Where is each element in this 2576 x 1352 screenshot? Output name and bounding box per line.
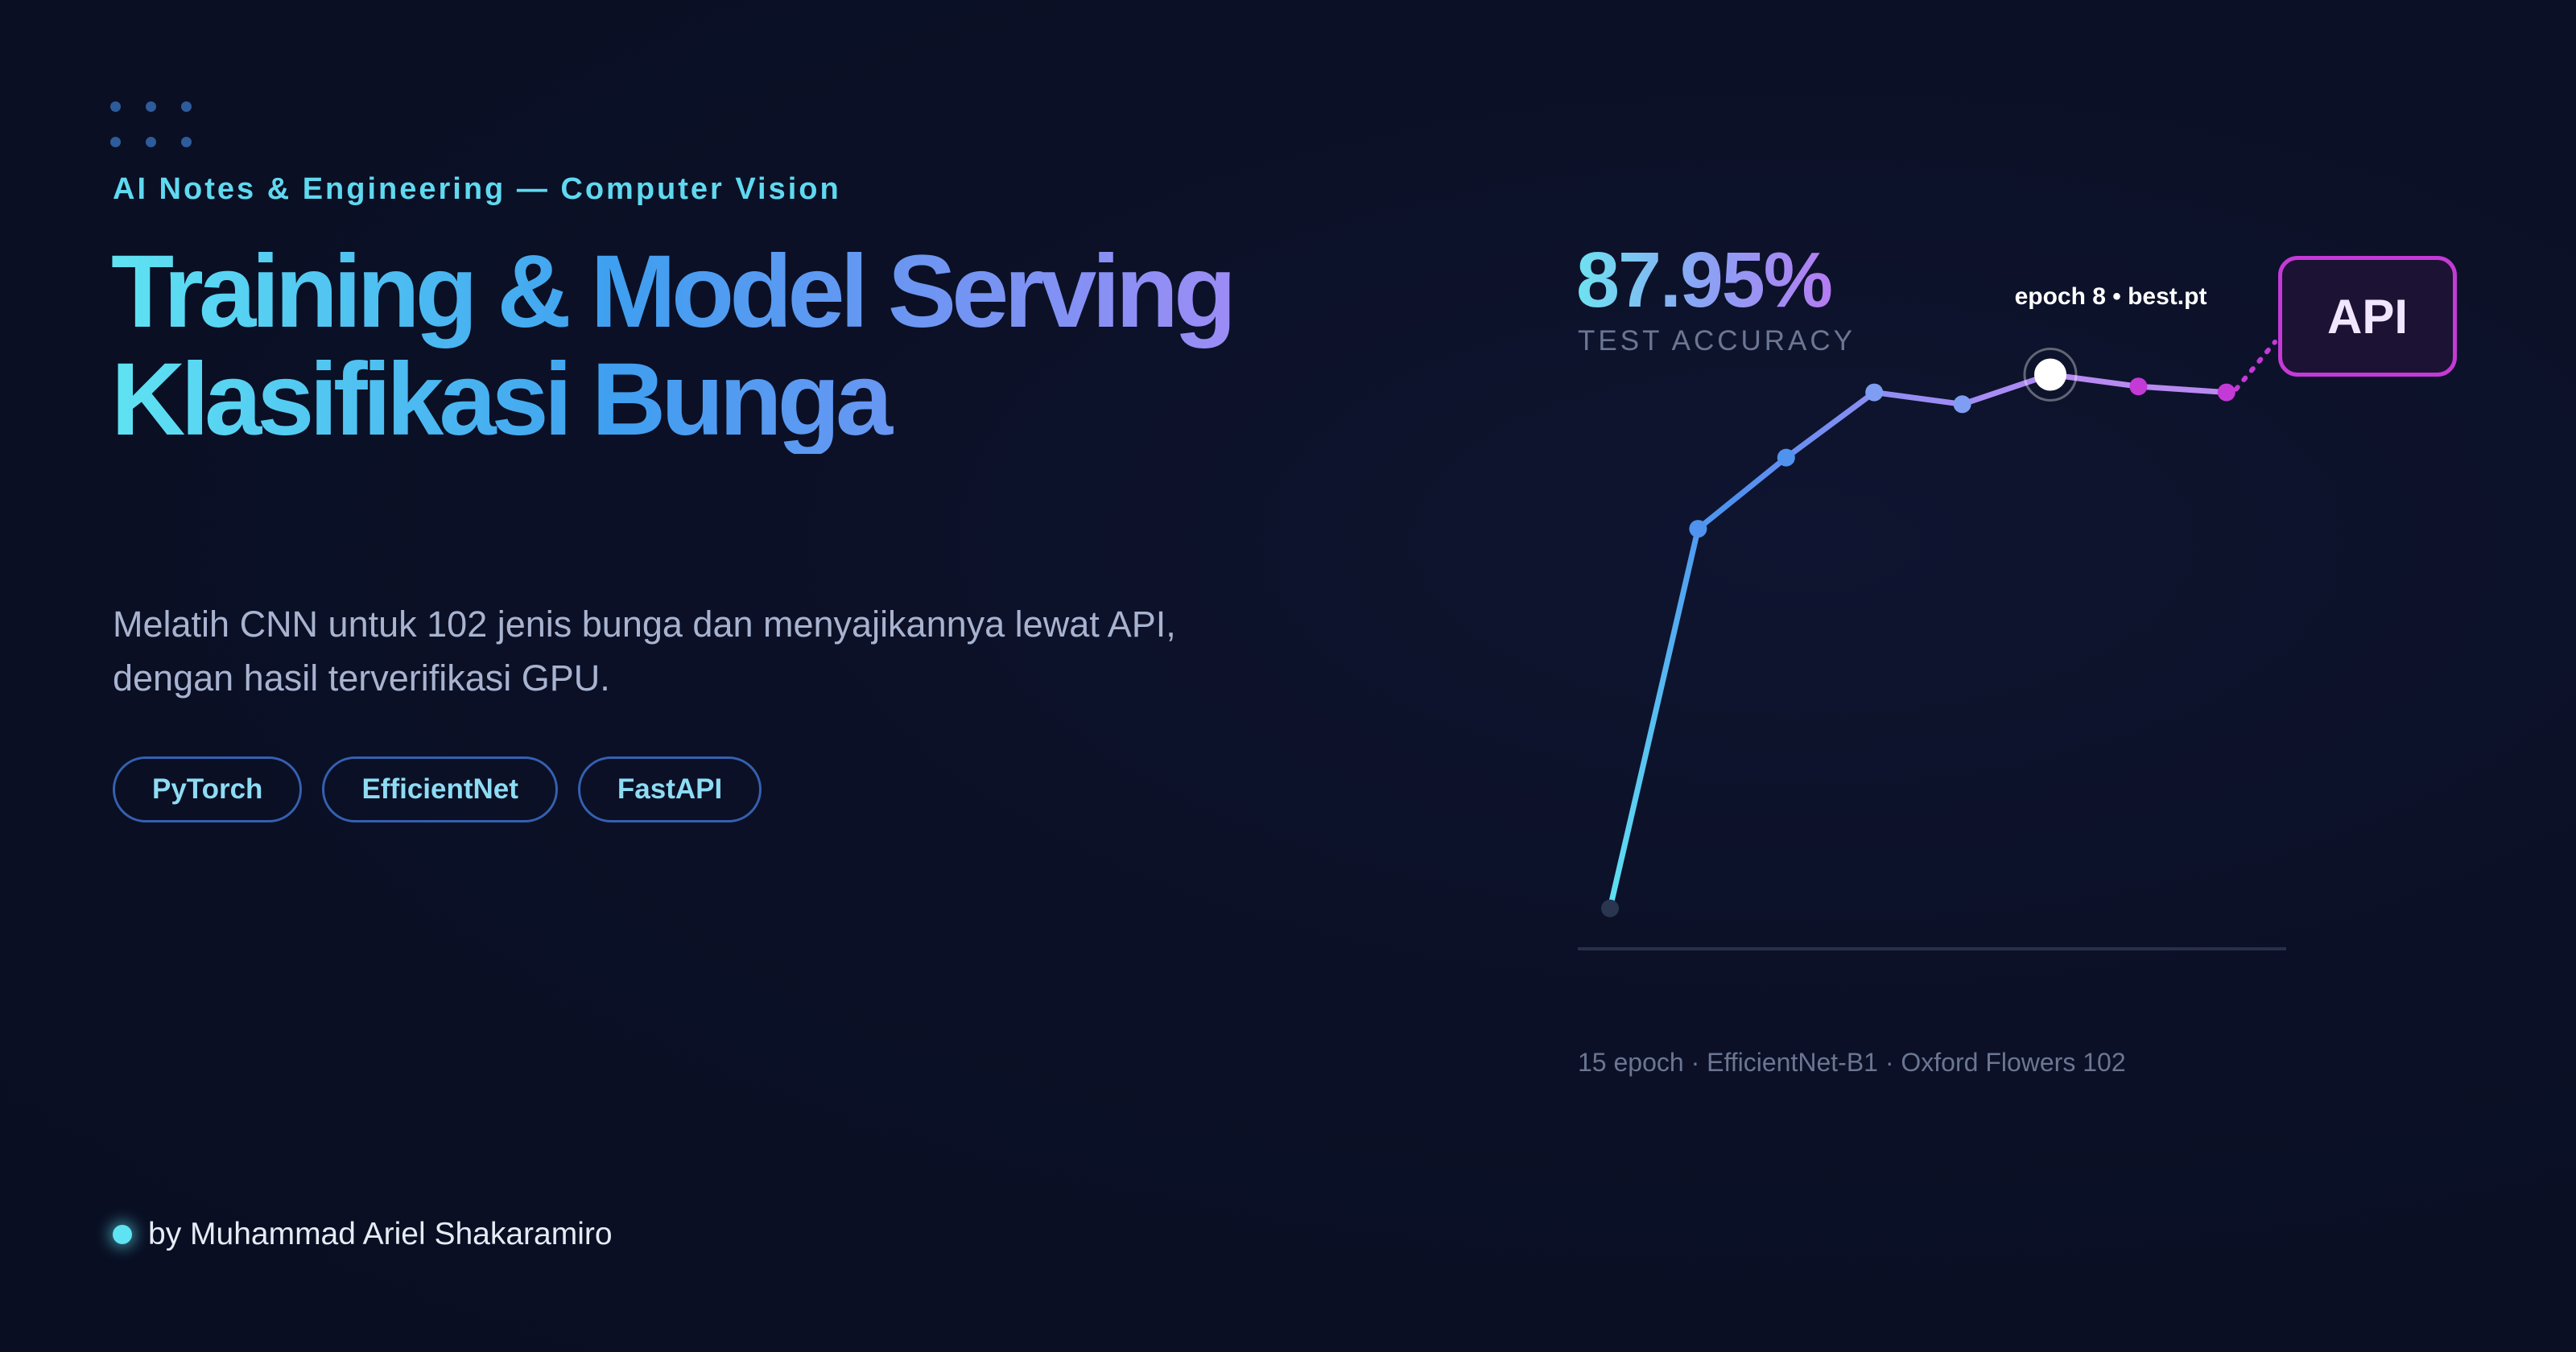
chart-caption: 15 epoch · EfficientNet-B1 · Oxford Flow… [1578, 1048, 2126, 1077]
data-point [1601, 899, 1619, 917]
accuracy-value: 87.95% [1576, 236, 1833, 324]
decorative-dots [110, 101, 199, 150]
description: Melatih CNN untuk 102 jenis bunga dan me… [113, 597, 1320, 705]
description-line-2: dengan hasil terverifikasi GPU. [113, 657, 610, 699]
data-point [1689, 520, 1707, 538]
status-dot-icon [113, 1225, 132, 1244]
data-point [2217, 383, 2235, 402]
best-point [2034, 358, 2066, 391]
accuracy-label: TEST ACCURACY [1578, 325, 1856, 357]
author-name: by Muhammad Ariel Shakaramiro [148, 1217, 613, 1251]
best-point-halo [2023, 347, 2078, 402]
tag-pytorch: PyTorch [113, 756, 303, 822]
best-epoch-annotation: epoch 8 • best.pt [2015, 283, 2207, 310]
data-point [2129, 377, 2148, 396]
tag-fastapi: FastAPI [577, 756, 762, 822]
data-point [1777, 448, 1795, 467]
data-point [1953, 395, 1971, 414]
tag-list: PyTorch EfficientNet FastAPI [113, 756, 762, 822]
category-eyebrow: AI Notes & Engineering — Computer Vision [113, 172, 841, 206]
accuracy-line [1607, 371, 2054, 912]
description-line-1: Melatih CNN untuk 102 jenis bunga dan me… [113, 604, 1176, 645]
author-byline: by Muhammad Ariel Shakaramiro [113, 1217, 613, 1252]
api-badge: API [2278, 256, 2457, 377]
tag-efficientnet: EfficientNet [322, 756, 558, 822]
data-point [1865, 383, 1884, 402]
api-connector [2233, 340, 2277, 392]
